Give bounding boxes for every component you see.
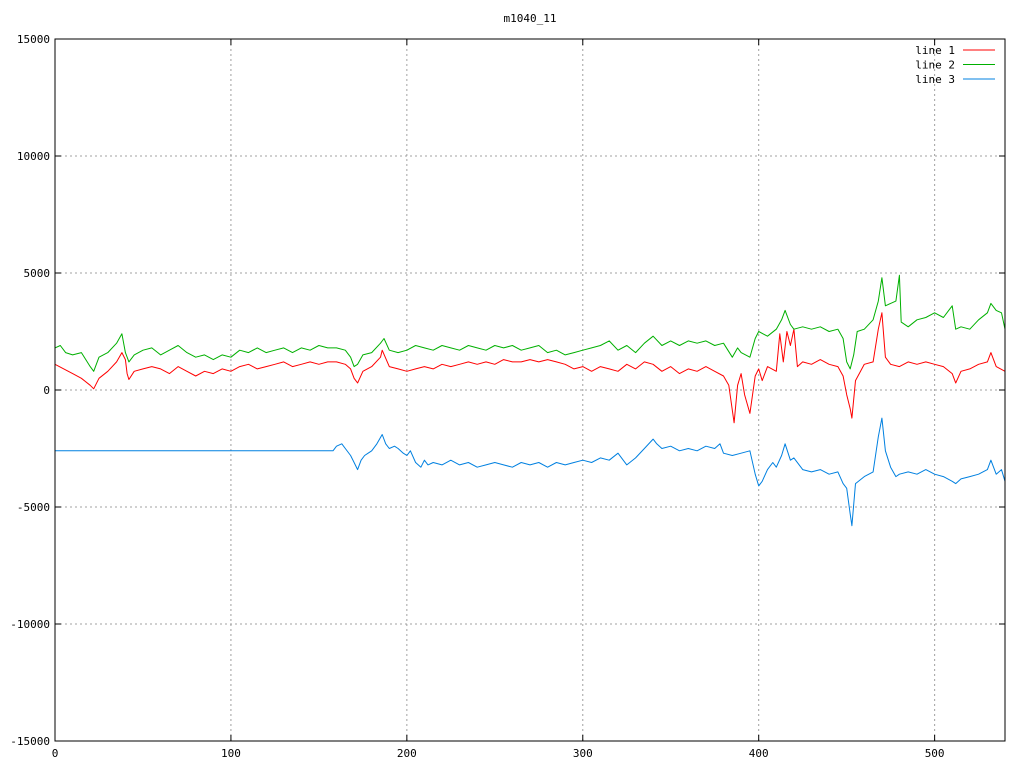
x-tick-label: 0 [52, 747, 59, 760]
series-line-3 [55, 417, 1006, 527]
chart-title: m1040_11 [504, 12, 557, 25]
y-tick-label: 15000 [17, 33, 50, 46]
legend-label: line 3 [915, 73, 955, 86]
y-tick-label: -5000 [17, 501, 50, 514]
x-tick-label: 200 [397, 747, 417, 760]
series-layer [54, 274, 1006, 527]
x-tick-label: 400 [749, 747, 769, 760]
series-line-1 [54, 312, 1006, 424]
y-tick-label: -10000 [10, 618, 50, 631]
legend-label: line 2 [915, 59, 955, 72]
x-tick-label: 100 [221, 747, 241, 760]
y-tick-label: -15000 [10, 735, 50, 748]
legend-label: line 1 [915, 44, 955, 57]
x-tick-label: 300 [573, 747, 593, 760]
y-tick-label: 0 [43, 384, 50, 397]
axes: 0 100 200 300 400 500 -15000 -10000 -5000 0 5000 10… [10, 33, 1005, 760]
y-tick-label: 5000 [24, 267, 51, 280]
grid [55, 39, 1005, 741]
series-line-2 [54, 274, 1006, 372]
x-tick-label: 500 [925, 747, 945, 760]
y-tick-label: 10000 [17, 150, 50, 163]
